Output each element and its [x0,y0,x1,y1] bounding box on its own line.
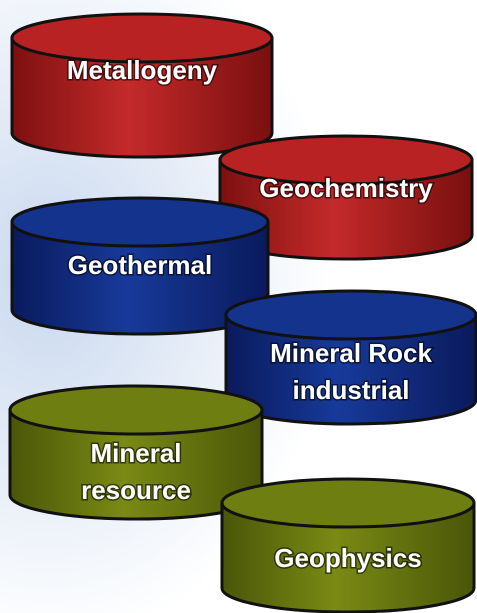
page: Metallogeny Geochemistry Geothermal Mineral… [0,0,477,613]
cylinder: Metallogeny [12,14,272,157]
cylinder-top [12,198,268,246]
node-label: Geothermal [68,250,213,280]
cylinder: Geophysics [222,479,474,612]
node-label: resource [81,475,191,505]
node-label: Geochemistry [259,173,433,203]
cylinder-top [226,291,476,339]
diagram: Metallogeny Geochemistry Geothermal Mineral… [0,0,477,613]
node-label: Metallogeny [67,55,218,85]
cylinder: Mineral Rock industrial [226,291,476,424]
node-label: industrial [292,375,409,405]
cylinder-top [10,386,262,434]
node-label: Geophysics [274,543,421,573]
cylinder-top [222,479,474,527]
node-label: Mineral [90,438,181,468]
node-label: Mineral Rock [270,338,432,368]
